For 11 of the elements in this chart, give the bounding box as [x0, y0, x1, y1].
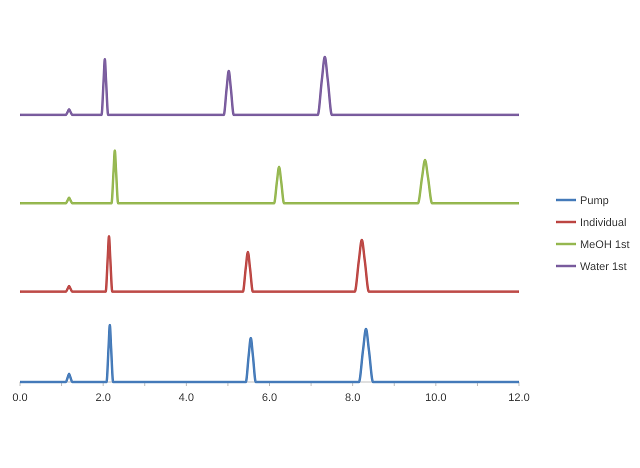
x-tick-label: 8.0 — [345, 392, 360, 404]
legend-label: Pump — [580, 195, 609, 207]
legend-label: Individual — [580, 217, 626, 229]
x-tick-label: 10.0 — [425, 392, 447, 404]
x-tick-label: 2.0 — [96, 392, 111, 404]
x-tick-label: 4.0 — [178, 392, 194, 404]
legend-label: MeOH 1st — [580, 239, 630, 251]
x-tick-label: 6.0 — [262, 392, 278, 404]
x-tick-label: 12.0 — [508, 392, 530, 404]
x-tick-label: 0.0 — [12, 392, 28, 404]
legend-label: Water 1st — [580, 261, 627, 273]
